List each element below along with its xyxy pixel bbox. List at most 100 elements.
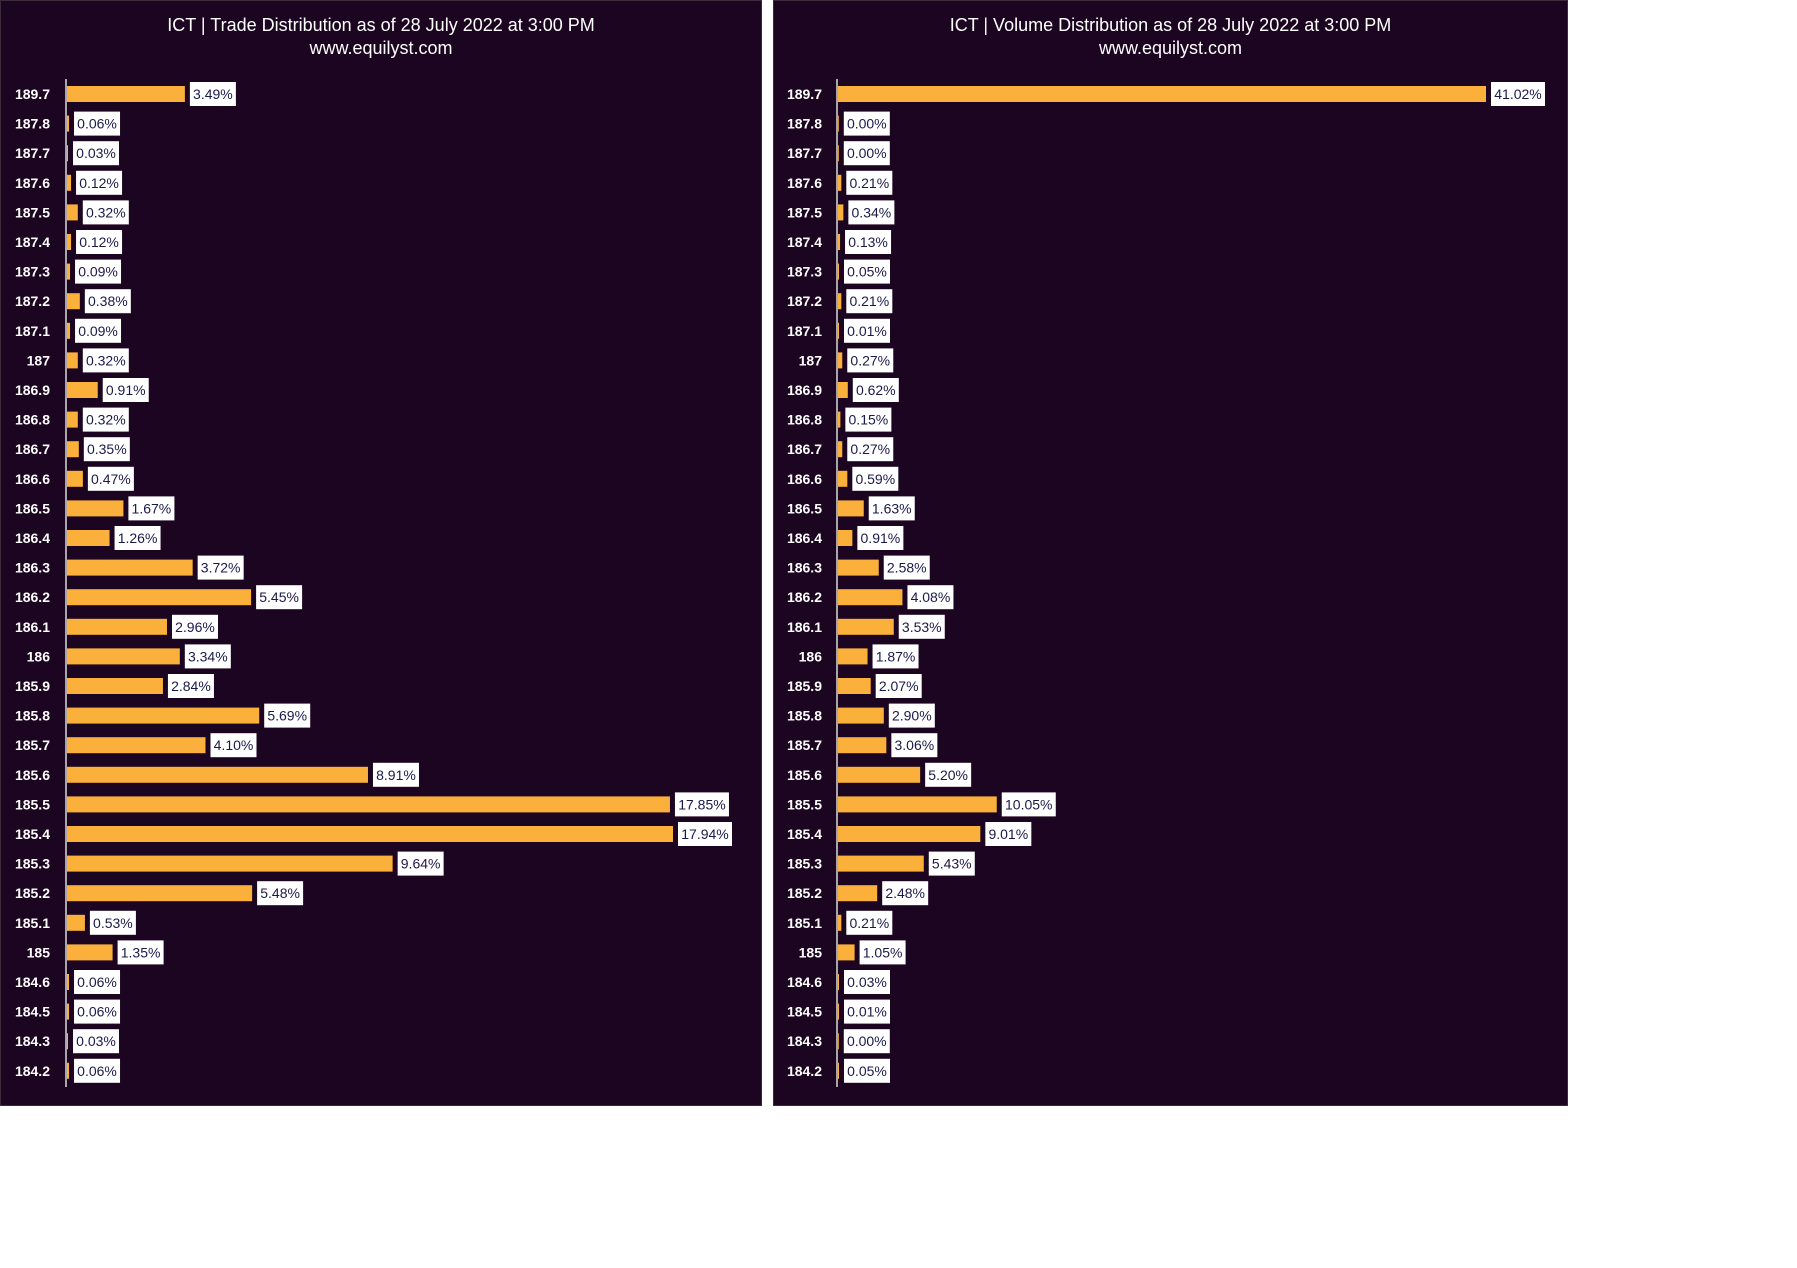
- category-label: 185.6: [787, 767, 822, 783]
- data-label: 3.06%: [894, 737, 934, 753]
- bar: [838, 1003, 839, 1020]
- bar: [67, 826, 673, 842]
- data-label-box: [74, 970, 121, 994]
- bar: [67, 263, 71, 280]
- category-label: 184.3: [787, 1033, 822, 1049]
- data-label-box: [859, 940, 906, 965]
- data-label-box: [128, 496, 175, 521]
- bar: [838, 944, 855, 961]
- data-label: 0.05%: [847, 264, 887, 280]
- bar: [67, 204, 78, 221]
- data-label: 0.01%: [847, 323, 887, 339]
- bar: [838, 530, 853, 546]
- data-label-box: [171, 614, 218, 639]
- data-label-box: [845, 407, 892, 432]
- data-label: 17.85%: [678, 796, 725, 812]
- category-label: 187.7: [787, 145, 822, 161]
- data-label-box: [1491, 82, 1545, 106]
- category-label: 189.7: [787, 86, 822, 102]
- bar: [838, 737, 887, 754]
- category-label: 186.3: [15, 560, 50, 576]
- bar: [838, 589, 903, 606]
- data-label-box: [82, 407, 129, 432]
- bar: [838, 826, 981, 842]
- bar: [67, 707, 260, 724]
- data-label: 2.48%: [885, 885, 925, 901]
- category-label: 186.3: [787, 560, 822, 576]
- data-label: 0.53%: [93, 915, 133, 931]
- bar: [838, 293, 842, 310]
- category-label: 186.8: [15, 412, 50, 428]
- data-label: 5.20%: [928, 767, 968, 783]
- data-label: 1.35%: [121, 944, 161, 960]
- data-label: 0.06%: [77, 974, 117, 990]
- data-label-box: [844, 970, 890, 994]
- data-label: 0.21%: [849, 175, 889, 191]
- bar: [838, 145, 839, 162]
- data-label-box: [75, 259, 122, 284]
- bar: [67, 174, 72, 191]
- bar: [838, 678, 871, 694]
- category-label: 186.8: [787, 412, 822, 428]
- data-label: 2.84%: [171, 678, 211, 694]
- data-label: 0.62%: [856, 382, 896, 398]
- data-label-box: [89, 910, 136, 935]
- chart-title: ICT | Trade Distribution as of 28 July 2…: [167, 15, 595, 35]
- bar: [67, 855, 393, 872]
- category-label: 187: [27, 352, 51, 368]
- data-label-box: [76, 170, 123, 195]
- data-label: 0.15%: [849, 412, 889, 428]
- chart-title: ICT | Volume Distribution as of 28 July …: [949, 15, 1392, 35]
- data-label-box: [846, 170, 893, 195]
- data-label: 3.53%: [902, 619, 942, 635]
- data-label: 2.90%: [892, 708, 932, 724]
- data-label: 0.03%: [76, 1033, 116, 1049]
- bar: [67, 234, 72, 250]
- category-label: 185.8: [15, 708, 50, 724]
- category-label: 185.3: [787, 856, 822, 872]
- category-label: 185.6: [15, 767, 50, 783]
- data-label-box: [847, 437, 894, 462]
- bar: [838, 974, 839, 990]
- category-label: 185.5: [15, 796, 50, 812]
- category-label: 187.2: [15, 293, 50, 309]
- data-label-box: [843, 141, 890, 166]
- category-label: 186.7: [787, 441, 822, 457]
- bar: [838, 382, 848, 398]
- bar: [838, 500, 864, 517]
- data-label-box: [184, 644, 231, 669]
- data-label-box: [843, 1029, 890, 1054]
- category-label: 185.8: [787, 708, 822, 724]
- bar: [838, 559, 879, 576]
- bar: [838, 648, 868, 665]
- category-label: 187.8: [15, 116, 50, 132]
- data-label: 1.67%: [132, 500, 172, 516]
- category-label: 185.1: [15, 915, 50, 931]
- bar: [67, 737, 206, 754]
- data-label: 3.34%: [188, 648, 228, 664]
- category-label: 184.6: [787, 974, 822, 990]
- data-label: 0.91%: [106, 382, 146, 398]
- bar: [67, 589, 252, 606]
- data-label: 0.27%: [850, 441, 890, 457]
- category-label: 187.4: [787, 234, 822, 250]
- data-label: 0.06%: [77, 1004, 117, 1020]
- data-label-box: [674, 792, 729, 817]
- category-label: 186.6: [15, 471, 50, 487]
- volume-distribution-panel: ICT | Volume Distribution as of 28 July …: [773, 0, 1568, 1106]
- data-label: 2.58%: [887, 560, 927, 576]
- data-label: 1.05%: [863, 944, 903, 960]
- data-label: 0.09%: [78, 264, 118, 280]
- category-label: 184.6: [15, 974, 50, 990]
- data-label: 0.00%: [847, 1033, 887, 1049]
- category-label: 187.4: [15, 234, 50, 250]
- data-label: 0.59%: [855, 471, 895, 487]
- category-label: 186: [27, 648, 51, 664]
- data-label-box: [882, 881, 929, 906]
- bar: [67, 411, 78, 428]
- bar: [67, 618, 167, 635]
- bar: [838, 1062, 839, 1079]
- category-label: 185: [27, 944, 51, 960]
- bar: [838, 470, 848, 487]
- category-label: 189.7: [15, 86, 50, 102]
